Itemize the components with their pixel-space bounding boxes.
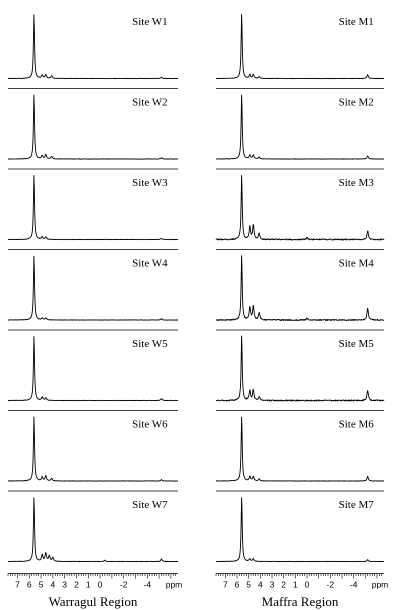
site-label: Site W2 (132, 97, 168, 109)
spectrum-line (7, 14, 179, 80)
spectrum-panel: Site M3 (215, 175, 385, 250)
x-tick-label: 6 (27, 580, 32, 590)
site-label: Site M5 (339, 338, 375, 350)
x-axis: 7 6 5 4 3 2 1 0 -2 -4 ppm (215, 573, 389, 590)
x-tick-label: 4 (50, 580, 55, 590)
region-label: Maffra Region (262, 594, 339, 609)
spectrum-panel: Site W1 (7, 14, 179, 89)
x-tick-label: -4 (144, 580, 152, 590)
x-axis: 7 6 5 4 3 2 1 0 -2 -4 ppm (7, 573, 183, 590)
spectrum-panel: Site M4 (215, 255, 385, 331)
x-axis-unit: ppm (166, 580, 183, 590)
x-tick-label: -2 (120, 580, 128, 590)
site-label: Site W6 (132, 419, 168, 431)
spectrum-panel: Site M6 (215, 416, 385, 492)
x-tick-label: 0 (98, 580, 103, 590)
spectrum-panel: Site M2 (215, 94, 385, 170)
site-label: Site W3 (132, 177, 168, 189)
spectrum-line (7, 255, 179, 321)
spectrum-line (7, 416, 179, 482)
spectrum-line (215, 175, 385, 241)
spectrum-panel: Site M7 (215, 497, 385, 563)
spectrum-line (215, 335, 385, 402)
spectrum-line (215, 94, 385, 160)
x-tick-label: -2 (327, 580, 335, 590)
spectrum-panel: Site W4 (7, 255, 179, 331)
spectrum-panel: Site M1 (215, 14, 385, 89)
x-tick-label: 7 (223, 580, 228, 590)
x-tick-label: 1 (86, 580, 91, 590)
site-label: Site M1 (339, 16, 374, 28)
x-tick-label: 2 (74, 580, 79, 590)
spectrum-panel: Site M5 (215, 335, 385, 411)
spectrum-line (215, 497, 385, 563)
spectrum-panel: Site W7 (7, 497, 179, 563)
x-tick-label: -4 (350, 580, 358, 590)
spectrum-panel: Site W3 (7, 175, 179, 250)
spectrum-line (7, 497, 179, 563)
spectrum-panel: Site W6 (7, 416, 179, 492)
site-label: Site M7 (339, 499, 375, 511)
x-axis-unit: ppm (372, 580, 389, 590)
x-tick-label: 6 (235, 580, 240, 590)
site-label: Site W5 (132, 338, 168, 350)
chart-column-warragul: Site W1 Site W2 Site W3 Site W4 Site W5 Site … (7, 14, 183, 609)
x-tick-label: 5 (246, 580, 251, 590)
site-label: Site W7 (132, 499, 168, 511)
x-tick-label: 3 (62, 580, 67, 590)
spectrum-line (215, 416, 385, 482)
x-tick-label: 2 (281, 580, 286, 590)
x-tick-label: 5 (39, 580, 44, 590)
spectrum-panel: Site W2 (7, 94, 179, 170)
region-label: Warragul Region (49, 594, 138, 609)
x-tick-label: 4 (258, 580, 263, 590)
site-label: Site W1 (132, 16, 168, 28)
spectrum-line (215, 14, 385, 80)
site-label: Site M3 (339, 177, 375, 189)
site-label: Site W4 (132, 258, 168, 270)
spectrum-line (7, 336, 179, 402)
x-tick-label: 7 (15, 580, 20, 590)
spectrum-line (7, 94, 179, 160)
x-tick-label: 3 (270, 580, 275, 590)
spectrum-line (7, 175, 179, 241)
site-label: Site M6 (339, 419, 375, 431)
spectrum-panel: Site W5 (7, 336, 179, 411)
site-label: Site M2 (339, 97, 374, 109)
x-tick-label: 1 (293, 580, 298, 590)
spectrum-line (215, 255, 385, 321)
site-label: Site M4 (339, 258, 375, 270)
x-tick-label: 0 (305, 580, 310, 590)
chart-column-maffra: Site M1 Site M2 Site M3 Site M4 Site M5 Site … (215, 14, 389, 609)
